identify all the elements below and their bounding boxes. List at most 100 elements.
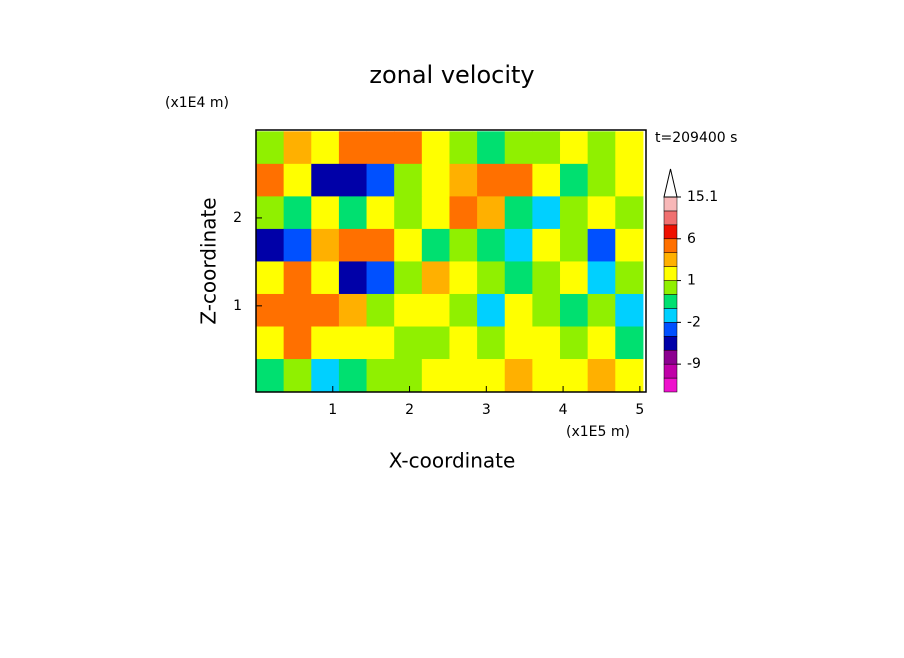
field-cell — [477, 163, 506, 197]
y-unit: (x1E4 m) — [165, 95, 229, 111]
field-cell — [366, 196, 395, 230]
colorbar-extension — [663, 168, 678, 198]
field-cell — [532, 326, 561, 360]
field-cell — [421, 228, 450, 262]
colorbar-segment — [663, 349, 678, 365]
field-cell — [504, 131, 533, 165]
colorbar-segment — [663, 294, 678, 309]
field-cell — [504, 293, 533, 327]
field-cell — [256, 131, 285, 165]
field-cell — [311, 228, 340, 262]
field-cell — [256, 326, 285, 360]
y-axis-label: Z-coordinate — [197, 197, 221, 324]
field-cell — [587, 326, 616, 360]
field-cell — [338, 293, 368, 327]
colorbar-segment — [663, 308, 678, 323]
field-cell — [504, 326, 533, 360]
field-cell — [256, 196, 285, 230]
colorbar-segment — [663, 196, 678, 212]
field-cell — [477, 228, 506, 262]
field-cell — [283, 326, 312, 360]
colorbar-segment — [663, 336, 678, 351]
field-cell — [283, 359, 312, 393]
field-cell — [532, 293, 561, 327]
field-cell — [421, 261, 450, 295]
field-cell — [338, 131, 368, 165]
y-tick-label: 2 — [233, 210, 242, 226]
field-cell — [587, 228, 616, 262]
field-cell — [366, 228, 395, 262]
field-cell — [338, 228, 368, 262]
x-tick-label: 4 — [559, 402, 568, 418]
field-cell — [421, 359, 450, 393]
field-cell — [338, 326, 368, 360]
field-cell — [504, 196, 533, 230]
colorbar-segment — [663, 363, 678, 379]
field-cell — [477, 196, 506, 230]
field-cell — [366, 326, 395, 360]
colorbar-segment — [663, 322, 678, 337]
field-cell — [256, 293, 285, 327]
field-cell — [256, 228, 285, 262]
field-cell — [477, 261, 506, 295]
field-cell — [615, 359, 644, 393]
field-cell — [587, 261, 616, 295]
x-tick-label: 1 — [328, 402, 337, 418]
chart-title: zonal velocity — [369, 61, 534, 89]
plot-frame — [255, 129, 647, 393]
field-cell — [449, 359, 478, 393]
field-cell — [560, 196, 589, 230]
field-cell — [560, 261, 589, 295]
field-cell — [504, 359, 533, 393]
field-cell — [615, 163, 644, 197]
colorbar-segment — [663, 224, 678, 240]
field-cell — [615, 261, 644, 295]
field-cell — [338, 261, 368, 295]
field-cell — [615, 228, 644, 262]
field-cell — [560, 163, 589, 197]
colorbar-segment — [663, 238, 678, 253]
field-cell — [338, 196, 368, 230]
field-cell — [587, 131, 616, 165]
field-cell — [560, 326, 589, 360]
field-cell — [587, 163, 616, 197]
field-cell — [504, 163, 533, 197]
field-cell — [532, 163, 561, 197]
field-cell — [449, 228, 478, 262]
field-cell — [366, 131, 395, 165]
field-cell — [366, 163, 395, 197]
field-cell — [394, 131, 423, 165]
field-cell — [449, 293, 478, 327]
field-cell — [311, 261, 340, 295]
field-cell — [338, 359, 368, 393]
field-cell — [449, 196, 478, 230]
field-cell — [477, 131, 506, 165]
field-cell — [421, 131, 450, 165]
field-cell — [560, 359, 589, 393]
field-cell — [421, 326, 450, 360]
field-cell — [449, 163, 478, 197]
colorbar-tick-label: 15.1 — [687, 189, 718, 205]
field-cell — [366, 359, 395, 393]
field-cell — [311, 196, 340, 230]
colorbar-segment — [663, 280, 678, 295]
field-cell — [449, 131, 478, 165]
field-cell — [532, 359, 561, 393]
field-cell — [256, 359, 285, 393]
field-cell — [394, 228, 423, 262]
field-cell — [587, 196, 616, 230]
field-cell — [615, 293, 644, 327]
field-cell — [532, 131, 561, 165]
field-cell — [311, 326, 340, 360]
x-tick-label: 2 — [405, 402, 414, 418]
field-cell — [394, 261, 423, 295]
field-cell — [477, 359, 506, 393]
field-cell — [394, 163, 423, 197]
colorbar-segment — [663, 210, 678, 226]
field-cell — [256, 163, 285, 197]
field-cell — [311, 293, 340, 327]
field-cell — [449, 261, 478, 295]
field-cell — [338, 163, 368, 197]
field-cell — [394, 326, 423, 360]
